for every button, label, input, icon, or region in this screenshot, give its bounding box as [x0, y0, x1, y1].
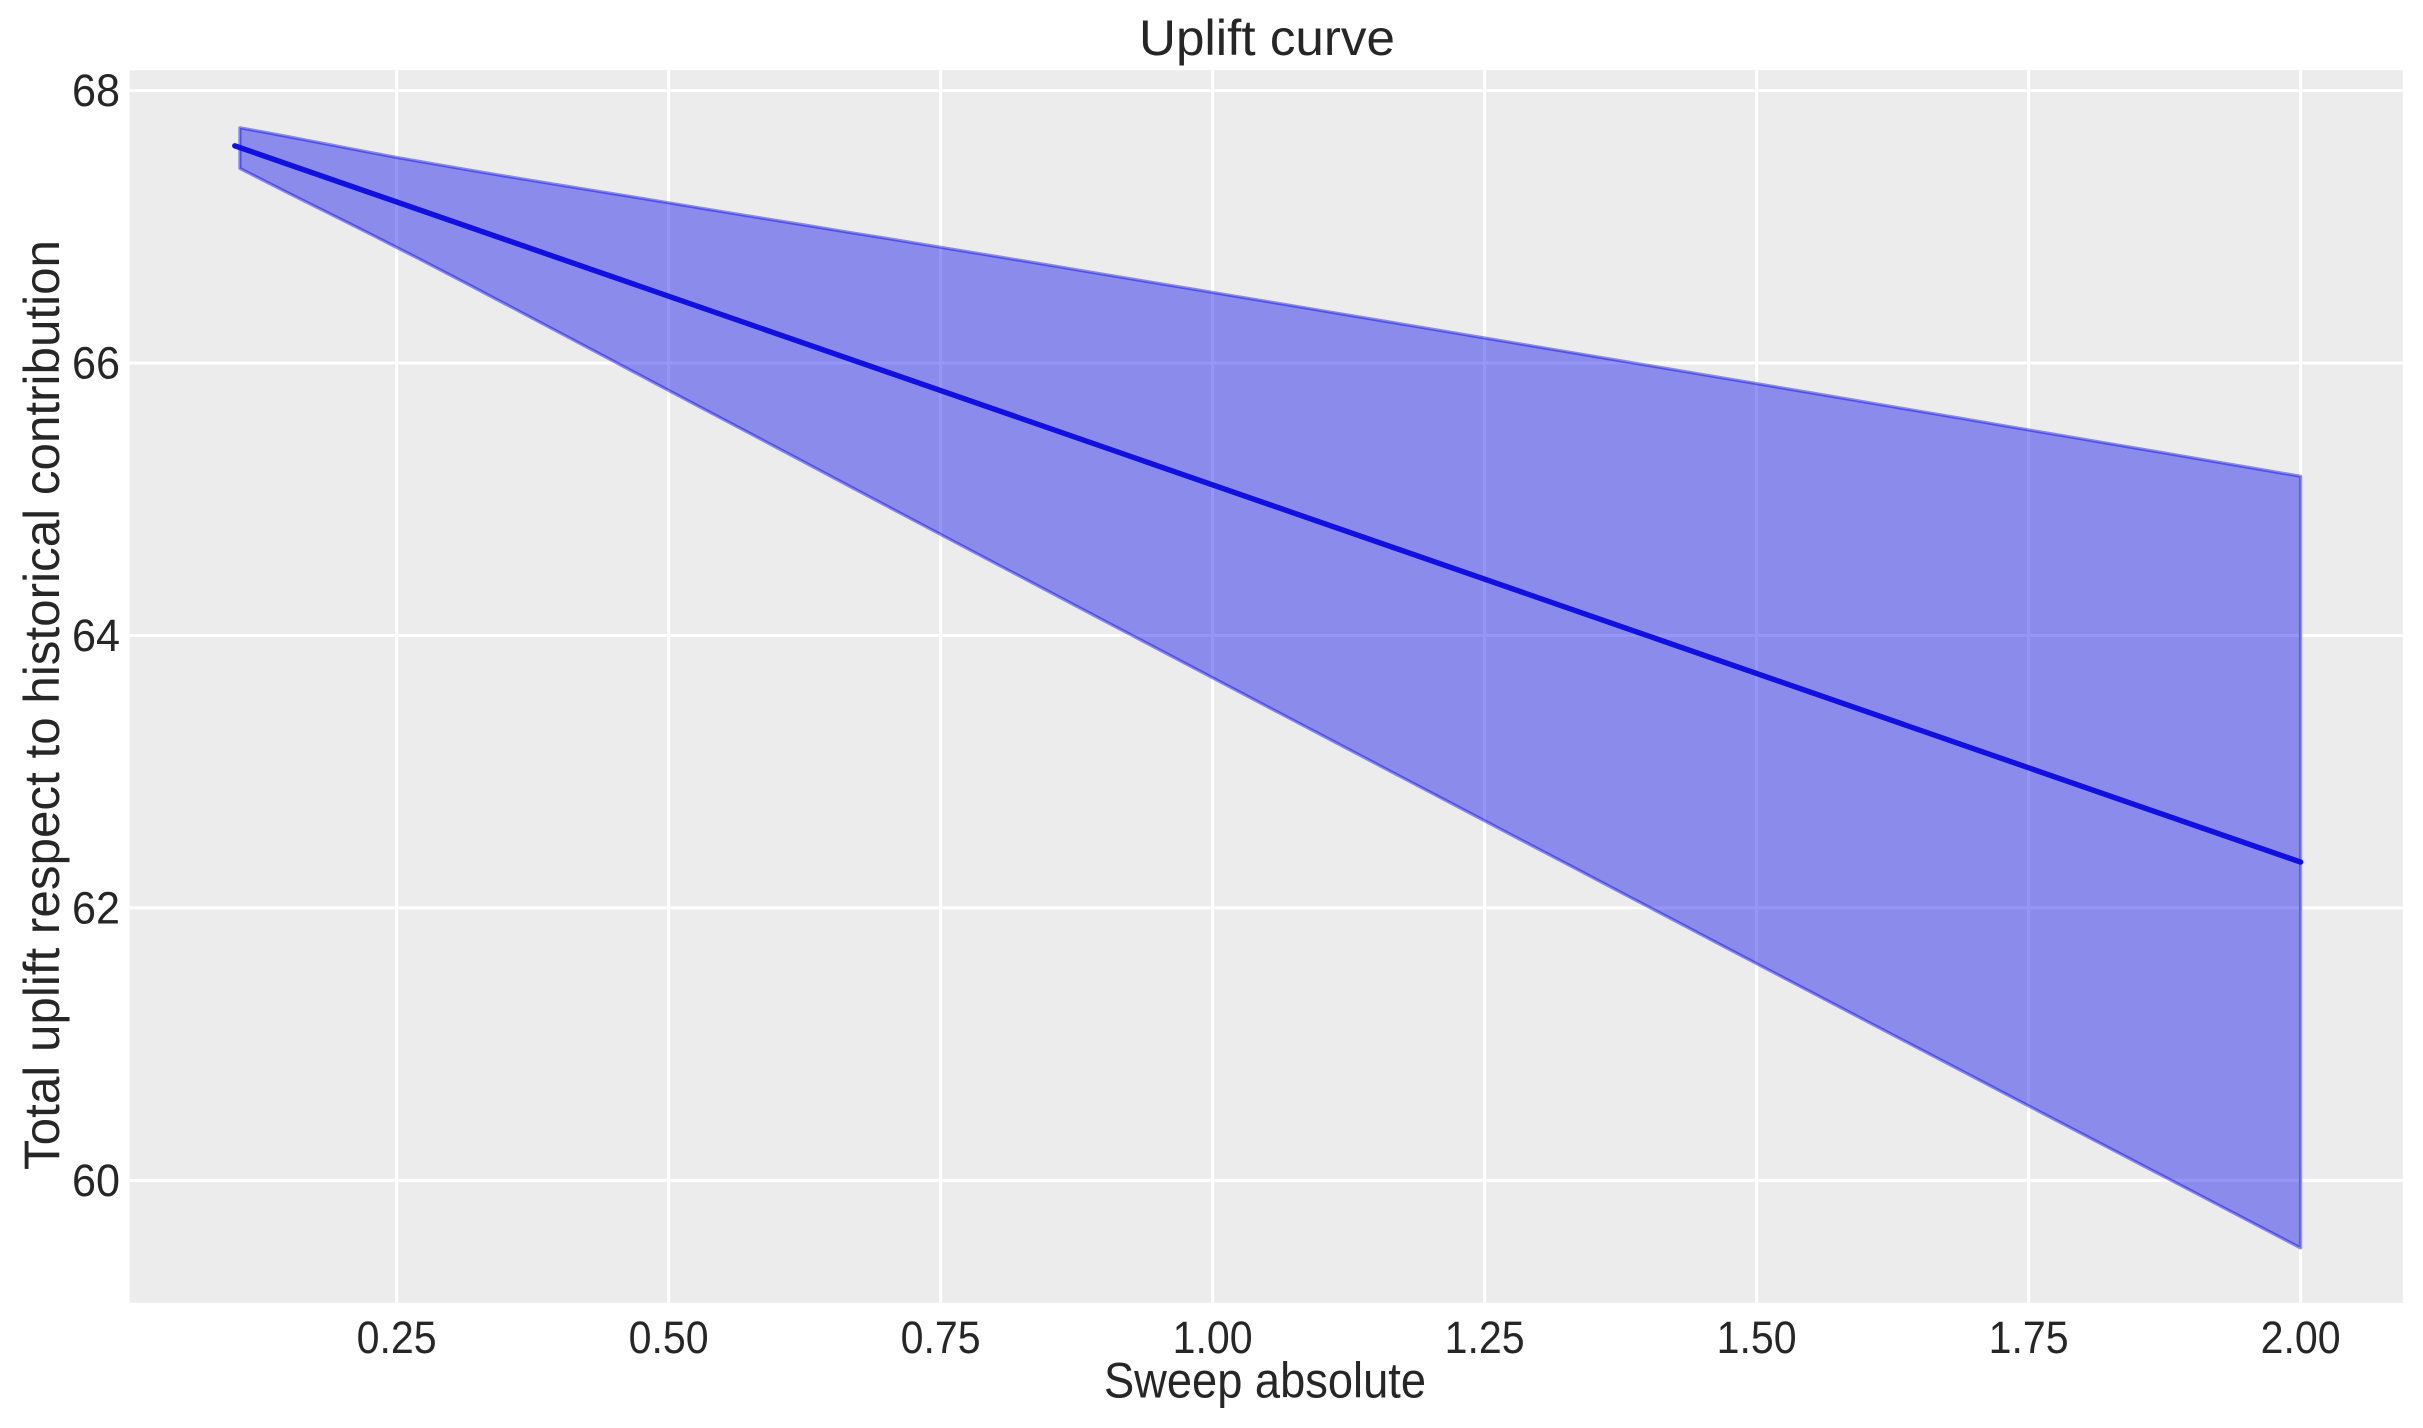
svg-text:60: 60: [72, 1155, 120, 1206]
svg-text:0.75: 0.75: [901, 1312, 981, 1363]
svg-text:Total uplift respect to histor: Total uplift respect to historical contr…: [14, 240, 70, 1170]
svg-text:1.75: 1.75: [1989, 1312, 2069, 1363]
svg-text:1.25: 1.25: [1445, 1312, 1525, 1363]
svg-text:66: 66: [72, 338, 120, 389]
svg-text:2.00: 2.00: [2261, 1312, 2341, 1363]
svg-text:62: 62: [72, 882, 120, 933]
svg-text:64: 64: [72, 610, 120, 661]
svg-text:1.50: 1.50: [1717, 1312, 1797, 1363]
svg-text:0.25: 0.25: [357, 1312, 437, 1363]
svg-text:0.50: 0.50: [629, 1312, 709, 1363]
svg-text:1.00: 1.00: [1173, 1312, 1253, 1363]
svg-text:Sweep absolute: Sweep absolute: [1104, 1353, 1426, 1409]
svg-text:Uplift curve: Uplift curve: [1139, 10, 1395, 66]
svg-text:68: 68: [72, 65, 120, 116]
